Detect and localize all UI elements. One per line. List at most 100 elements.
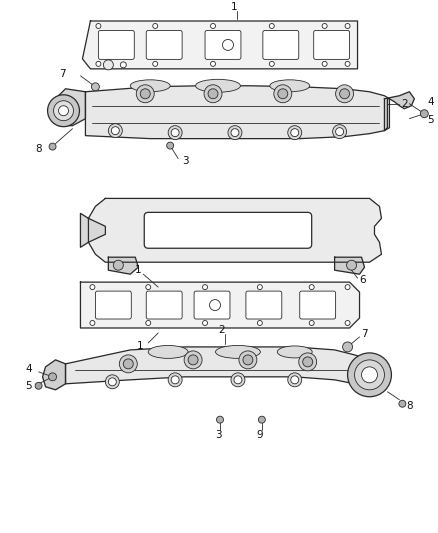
Circle shape <box>96 61 101 66</box>
Circle shape <box>231 128 239 136</box>
Ellipse shape <box>270 80 310 92</box>
Circle shape <box>346 260 357 270</box>
Polygon shape <box>82 21 357 69</box>
Circle shape <box>153 23 158 28</box>
Circle shape <box>231 373 245 387</box>
Circle shape <box>343 342 353 352</box>
Circle shape <box>35 382 42 389</box>
Polygon shape <box>50 89 85 126</box>
Circle shape <box>361 367 378 383</box>
Circle shape <box>309 285 314 289</box>
Circle shape <box>258 285 262 289</box>
Polygon shape <box>88 198 381 262</box>
Circle shape <box>113 260 124 270</box>
Circle shape <box>291 376 299 384</box>
Circle shape <box>90 320 95 326</box>
Circle shape <box>348 353 392 397</box>
FancyBboxPatch shape <box>144 212 312 248</box>
Circle shape <box>345 320 350 326</box>
Text: 4: 4 <box>25 364 32 374</box>
Circle shape <box>269 23 274 28</box>
FancyBboxPatch shape <box>205 30 241 59</box>
Circle shape <box>420 110 428 118</box>
Circle shape <box>234 376 242 384</box>
Circle shape <box>111 127 119 135</box>
Circle shape <box>96 23 101 28</box>
Circle shape <box>49 143 56 150</box>
Circle shape <box>339 89 350 99</box>
FancyBboxPatch shape <box>263 30 299 59</box>
Circle shape <box>258 320 262 326</box>
FancyBboxPatch shape <box>300 291 336 319</box>
Circle shape <box>106 375 119 389</box>
Circle shape <box>223 39 233 51</box>
Circle shape <box>108 124 122 138</box>
Text: 3: 3 <box>182 156 189 166</box>
Ellipse shape <box>277 346 312 358</box>
Circle shape <box>243 355 253 365</box>
Text: 9: 9 <box>257 430 263 440</box>
Circle shape <box>171 128 179 136</box>
Circle shape <box>216 416 223 423</box>
Circle shape <box>167 142 173 149</box>
Circle shape <box>119 355 137 373</box>
Circle shape <box>124 359 133 369</box>
Circle shape <box>336 85 353 103</box>
Text: 1: 1 <box>137 341 144 351</box>
Ellipse shape <box>130 80 170 92</box>
Circle shape <box>345 285 350 289</box>
Circle shape <box>322 23 327 28</box>
Polygon shape <box>85 86 389 139</box>
Circle shape <box>208 89 218 99</box>
Text: 5: 5 <box>427 115 434 125</box>
Circle shape <box>140 89 150 99</box>
Circle shape <box>202 320 208 326</box>
Polygon shape <box>148 216 308 244</box>
Polygon shape <box>335 257 364 274</box>
Text: 1: 1 <box>135 265 141 275</box>
Circle shape <box>48 95 79 127</box>
Text: 8: 8 <box>35 143 42 154</box>
Text: 5: 5 <box>25 381 32 391</box>
Circle shape <box>146 320 151 326</box>
Text: 8: 8 <box>406 401 413 411</box>
Circle shape <box>278 89 288 99</box>
Ellipse shape <box>196 79 240 92</box>
Circle shape <box>303 357 313 367</box>
Polygon shape <box>81 282 360 328</box>
Circle shape <box>136 85 154 103</box>
Ellipse shape <box>215 345 260 358</box>
Circle shape <box>168 126 182 140</box>
Circle shape <box>146 285 151 289</box>
Circle shape <box>211 61 215 66</box>
Polygon shape <box>385 92 414 131</box>
Circle shape <box>399 400 406 407</box>
Polygon shape <box>42 360 66 390</box>
Ellipse shape <box>148 345 188 358</box>
FancyBboxPatch shape <box>314 30 350 59</box>
FancyBboxPatch shape <box>194 291 230 319</box>
Circle shape <box>204 85 222 103</box>
Circle shape <box>103 60 113 70</box>
Circle shape <box>59 106 68 116</box>
Circle shape <box>153 61 158 66</box>
Text: 2: 2 <box>219 325 225 335</box>
Text: 6: 6 <box>360 275 366 285</box>
Circle shape <box>108 378 117 386</box>
Circle shape <box>258 416 265 423</box>
Circle shape <box>171 376 179 384</box>
Circle shape <box>332 125 346 139</box>
FancyBboxPatch shape <box>95 291 131 319</box>
FancyBboxPatch shape <box>246 291 282 319</box>
Circle shape <box>120 62 126 68</box>
Circle shape <box>239 351 257 369</box>
Text: 4: 4 <box>427 96 434 107</box>
FancyBboxPatch shape <box>99 30 134 59</box>
Circle shape <box>202 285 208 289</box>
Circle shape <box>322 61 327 66</box>
Circle shape <box>288 373 302 387</box>
Text: 7: 7 <box>59 69 66 79</box>
Circle shape <box>92 83 99 91</box>
Circle shape <box>269 61 274 66</box>
Text: 3: 3 <box>215 430 221 440</box>
